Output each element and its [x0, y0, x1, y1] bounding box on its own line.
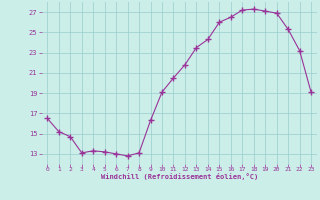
X-axis label: Windchill (Refroidissement éolien,°C): Windchill (Refroidissement éolien,°C) — [100, 173, 258, 180]
